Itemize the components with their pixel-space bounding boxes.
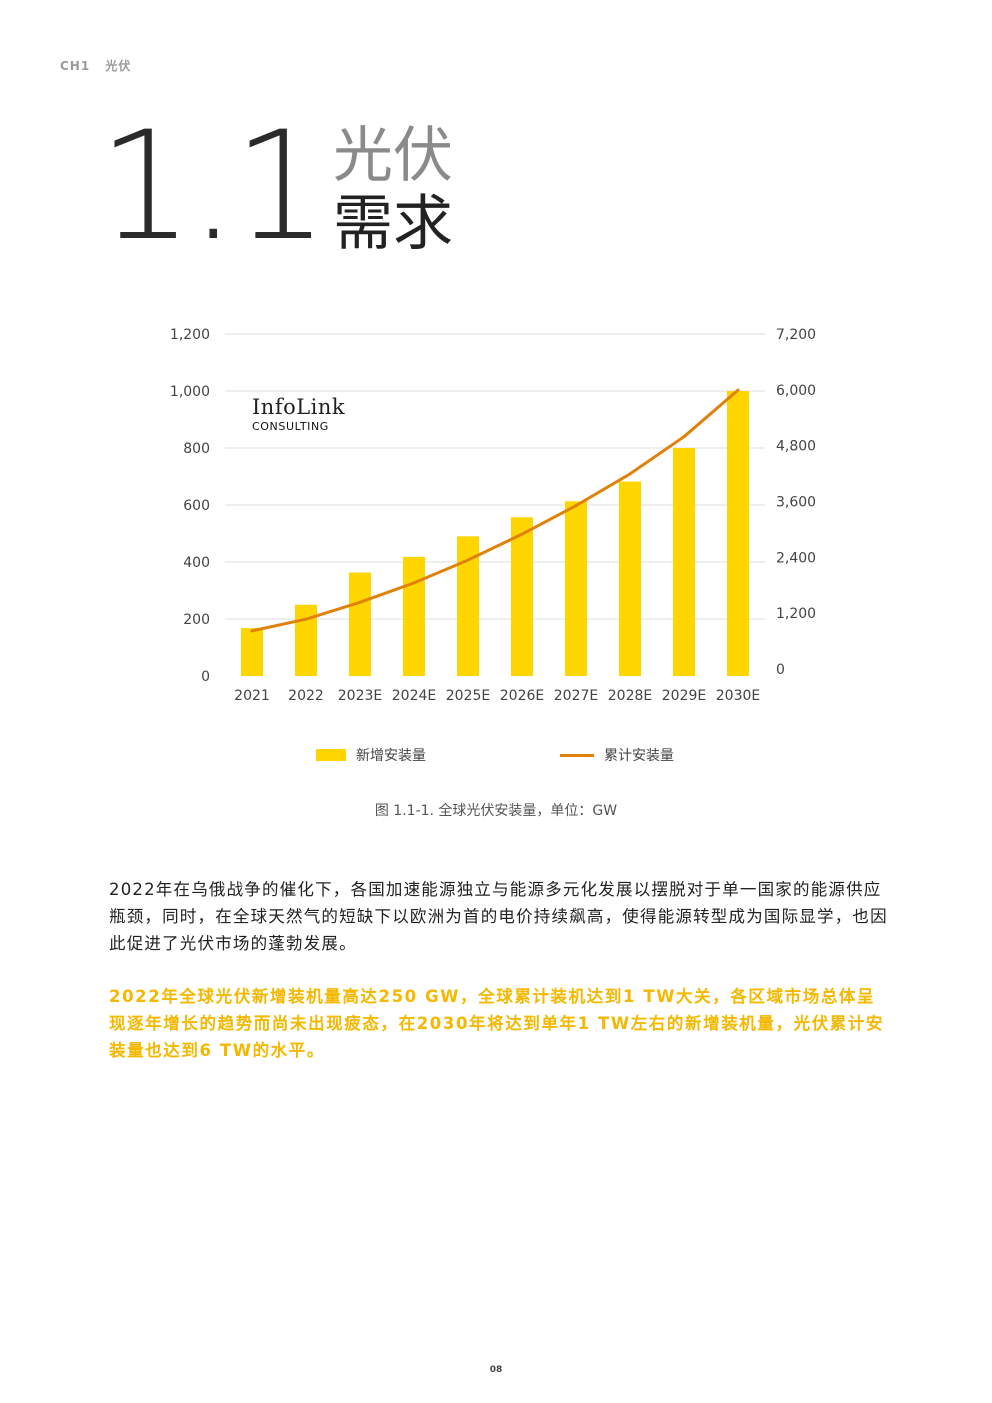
figure-caption: 图 1.1-1. 全球光伏安装量，单位：GW bbox=[374, 803, 618, 819]
x-tick-label: 2030E bbox=[716, 688, 760, 704]
bar-2024E bbox=[403, 556, 425, 676]
legend-line-label: 累计安装量 bbox=[604, 748, 674, 764]
cumulative-point bbox=[682, 435, 686, 439]
cumulative-point bbox=[250, 629, 254, 633]
x-tick-label: 2024E bbox=[392, 688, 436, 704]
y-right-tick-label: 2,400 bbox=[776, 550, 816, 566]
bar-2027E bbox=[565, 501, 587, 676]
bar-2022 bbox=[295, 604, 317, 676]
x-tick-label: 2027E bbox=[554, 688, 598, 704]
y-left-tick-label: 200 bbox=[183, 612, 210, 628]
logo-sub-text: CONSULTING bbox=[252, 420, 329, 433]
y-right-tick-label: 4,800 bbox=[776, 439, 816, 455]
bar-2026E bbox=[511, 517, 533, 676]
highlight-paragraph: 2022年全球光伏新增装机量高达250 GW，全球累计装机达到1 TW大关，各区… bbox=[109, 987, 885, 1060]
y-left-tick-label: 0 bbox=[201, 669, 210, 685]
legend-item-line: 累计安装量 bbox=[560, 745, 674, 765]
y-right-tick-label: 3,600 bbox=[776, 495, 816, 511]
y-right-tick-label: 1,200 bbox=[776, 606, 816, 622]
body-paragraph: 2022年在乌俄战争的催化下，各国加速能源独立与能源多元化发展以摆脱对于单一国家… bbox=[109, 880, 888, 953]
legend-item-bar: 新增安装量 bbox=[316, 745, 426, 765]
x-tick-label: 2028E bbox=[608, 688, 652, 704]
bar-2029E bbox=[673, 448, 695, 676]
cumulative-line bbox=[250, 388, 740, 633]
cumulative-point bbox=[628, 472, 632, 476]
cumulative-point bbox=[358, 600, 362, 604]
chapter-label: CH1 bbox=[60, 59, 91, 73]
infolink-logo: InfoLink CONSULTING bbox=[252, 395, 345, 433]
cumulative-point bbox=[466, 558, 470, 562]
legend-line-swatch bbox=[560, 753, 594, 757]
bar-2021 bbox=[241, 628, 263, 676]
installation-chart: 0 200 400 600 800 1,000 1,200 0 1,200 2,400 3,600 4… bbox=[170, 327, 816, 704]
chapter-header: CH1 光伏 bbox=[60, 57, 141, 74]
bar-2028E bbox=[619, 481, 641, 676]
y-left-tick-label: 1,200 bbox=[170, 327, 210, 343]
cumulative-point bbox=[736, 388, 740, 392]
x-tick-label: 2023E bbox=[338, 688, 382, 704]
x-tick-label: 2022 bbox=[288, 688, 324, 704]
y-left-tick-label: 400 bbox=[183, 555, 210, 571]
x-tick-label: 2021 bbox=[234, 688, 270, 704]
y-right-tick-label: 7,200 bbox=[776, 327, 816, 343]
y-right-tick-label: 0 bbox=[776, 662, 785, 678]
bar-2025E bbox=[457, 536, 479, 676]
y-left-tick-label: 800 bbox=[183, 441, 210, 457]
legend-bar-swatch bbox=[316, 749, 346, 761]
bar-2030E bbox=[727, 391, 749, 676]
cumulative-point bbox=[520, 532, 524, 536]
section-title-line2: 需求 bbox=[333, 189, 453, 259]
bar-2023E bbox=[349, 572, 371, 676]
x-tick-label: 2025E bbox=[446, 688, 490, 704]
y-left-tick-label: 600 bbox=[183, 498, 210, 514]
cumulative-point bbox=[304, 617, 308, 621]
logo-main-text: InfoLink bbox=[252, 395, 346, 419]
section-title-line1: 光伏 bbox=[333, 121, 453, 191]
section-number: 1.1 bbox=[98, 100, 329, 274]
cumulative-point bbox=[412, 581, 416, 585]
legend-bar-label: 新增安装量 bbox=[356, 748, 426, 764]
chapter-title: 光伏 bbox=[105, 59, 132, 73]
cumulative-point bbox=[574, 504, 578, 508]
x-tick-label: 2026E bbox=[500, 688, 544, 704]
x-tick-label: 2029E bbox=[662, 688, 706, 704]
y-right-tick-label: 6,000 bbox=[776, 383, 816, 399]
y-left-tick-label: 1,000 bbox=[170, 384, 210, 400]
page-number: 08 bbox=[489, 1365, 503, 1375]
